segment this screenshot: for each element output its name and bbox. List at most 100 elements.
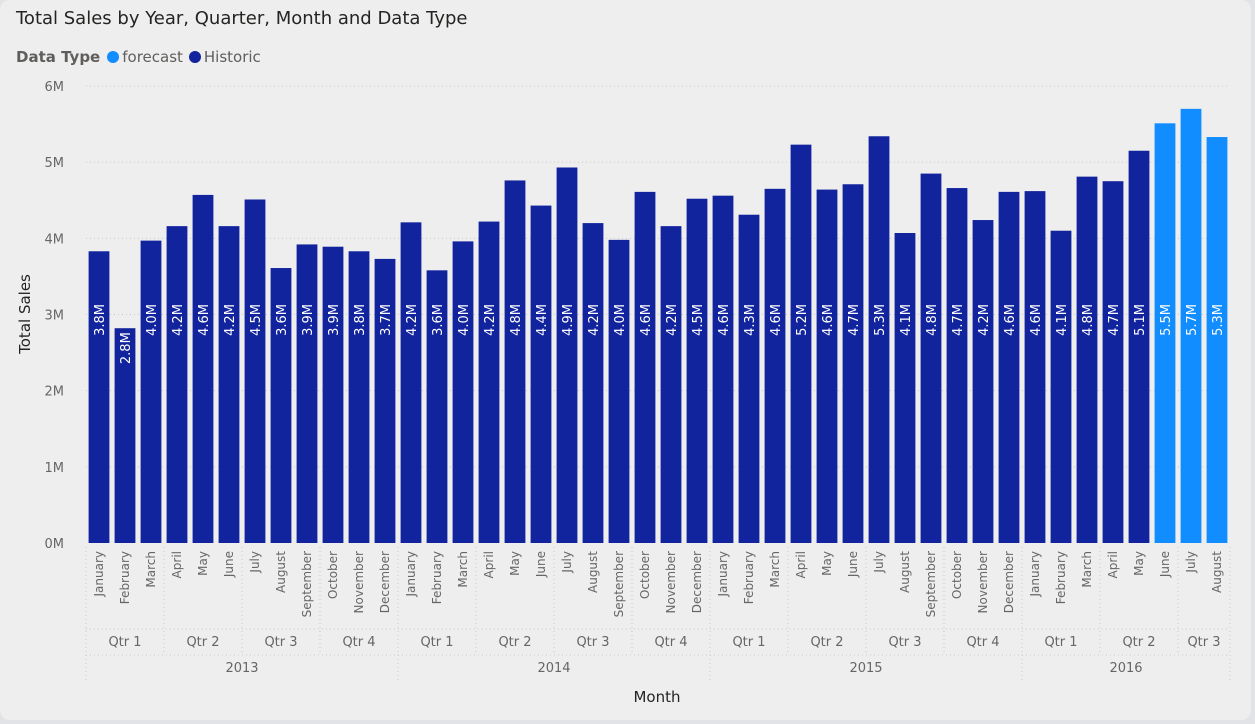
bar[interactable] bbox=[478, 221, 500, 543]
bar[interactable] bbox=[400, 222, 422, 544]
legend-label-forecast: forecast bbox=[122, 48, 183, 66]
x-tick-label: July bbox=[872, 551, 886, 574]
x-tick-label: August bbox=[898, 551, 912, 593]
bar[interactable] bbox=[790, 144, 812, 544]
quarter-label: Qtr 2 bbox=[1122, 635, 1155, 650]
data-label: 4.6M bbox=[197, 304, 212, 336]
x-tick-label: November bbox=[664, 551, 678, 613]
bar[interactable] bbox=[114, 328, 136, 543]
y-tick-label: 3M bbox=[45, 309, 65, 324]
legend-item-forecast[interactable]: forecast bbox=[107, 48, 183, 66]
x-tick-label: August bbox=[274, 551, 288, 593]
bar[interactable] bbox=[764, 188, 786, 543]
bar[interactable] bbox=[868, 136, 890, 543]
x-tick-label: June bbox=[222, 551, 236, 578]
bar[interactable] bbox=[374, 258, 396, 543]
quarter-label: Qtr 1 bbox=[1044, 635, 1077, 650]
data-label: 3.9M bbox=[301, 304, 316, 336]
bar[interactable] bbox=[452, 241, 474, 543]
bar[interactable] bbox=[192, 194, 214, 543]
bar[interactable] bbox=[972, 220, 994, 543]
quarter-label: Qtr 3 bbox=[1187, 635, 1220, 650]
bar[interactable] bbox=[634, 191, 656, 543]
x-tick-label: November bbox=[976, 551, 990, 613]
bar[interactable] bbox=[270, 268, 292, 543]
y-tick-label: 5M bbox=[45, 156, 65, 171]
bar[interactable] bbox=[1050, 230, 1072, 543]
bar[interactable] bbox=[842, 184, 864, 543]
data-label: 4.6M bbox=[821, 304, 836, 336]
data-label: 4.8M bbox=[1081, 304, 1096, 336]
bar[interactable] bbox=[504, 180, 526, 544]
x-tick-label: November bbox=[352, 551, 366, 613]
bar[interactable] bbox=[608, 239, 630, 543]
y-tick-label: 4M bbox=[45, 232, 65, 247]
bar[interactable] bbox=[530, 205, 552, 543]
bar[interactable] bbox=[1206, 137, 1228, 543]
data-label: 3.7M bbox=[379, 304, 394, 336]
data-label: 4.0M bbox=[457, 304, 472, 336]
x-tick-label: October bbox=[950, 551, 964, 599]
bar[interactable] bbox=[296, 244, 318, 543]
bar[interactable] bbox=[816, 189, 838, 543]
bar[interactable] bbox=[348, 251, 370, 543]
x-tick-label: August bbox=[586, 551, 600, 593]
x-tick-label: February bbox=[1054, 551, 1068, 604]
data-label: 4.1M bbox=[1055, 304, 1070, 336]
quarter-label: Qtr 3 bbox=[576, 635, 609, 650]
x-tick-label: October bbox=[326, 551, 340, 599]
gridlines bbox=[86, 85, 1230, 468]
bar[interactable] bbox=[920, 173, 942, 543]
bar[interactable] bbox=[582, 223, 604, 543]
x-tick-label: September bbox=[300, 551, 314, 617]
bar[interactable] bbox=[426, 270, 448, 543]
bar[interactable] bbox=[1154, 123, 1176, 544]
bar[interactable] bbox=[1128, 150, 1150, 543]
x-tick-label: January bbox=[716, 551, 730, 598]
bar[interactable] bbox=[218, 226, 240, 543]
x-tick-label: May bbox=[508, 551, 522, 576]
legend-label-historic: Historic bbox=[203, 48, 261, 66]
x-tick-label: February bbox=[742, 551, 756, 604]
bar[interactable] bbox=[946, 188, 968, 543]
data-label: 3.6M bbox=[431, 304, 446, 336]
x-tick-label: March bbox=[144, 551, 158, 588]
x-tick-label: April bbox=[170, 551, 184, 578]
quarter-label: Qtr 1 bbox=[108, 635, 141, 650]
quarter-label: Qtr 4 bbox=[966, 635, 999, 650]
bar[interactable] bbox=[556, 167, 578, 543]
quarter-label: Qtr 3 bbox=[888, 635, 921, 650]
data-label: 4.9M bbox=[561, 304, 576, 336]
x-tick-label: April bbox=[482, 551, 496, 578]
bar[interactable] bbox=[88, 251, 110, 543]
x-tick-label: December bbox=[690, 551, 704, 613]
data-label: 4.5M bbox=[691, 304, 706, 336]
data-label: 3.8M bbox=[353, 304, 368, 336]
bar[interactable] bbox=[686, 198, 708, 543]
data-label: 4.6M bbox=[717, 304, 732, 336]
x-tick-label: April bbox=[1106, 551, 1120, 578]
bar[interactable] bbox=[322, 246, 344, 543]
x-tick-label: July bbox=[560, 551, 574, 574]
data-label: 4.6M bbox=[769, 304, 784, 336]
x-tick-label: December bbox=[1002, 551, 1016, 613]
data-label: 4.6M bbox=[1029, 304, 1044, 336]
legend-item-historic[interactable]: Historic bbox=[188, 48, 261, 66]
bar[interactable] bbox=[1180, 108, 1202, 543]
data-label: 5.2M bbox=[795, 304, 810, 336]
bar[interactable] bbox=[140, 240, 162, 543]
bar[interactable] bbox=[998, 191, 1020, 543]
bar[interactable] bbox=[894, 233, 916, 544]
data-label: 4.1M bbox=[899, 304, 914, 336]
year-label: 2014 bbox=[537, 661, 570, 676]
bar[interactable] bbox=[738, 214, 760, 543]
bar[interactable] bbox=[1076, 176, 1098, 543]
x-tick-label: March bbox=[456, 551, 470, 588]
bar[interactable] bbox=[712, 195, 734, 543]
bar[interactable] bbox=[1024, 191, 1046, 544]
bar[interactable] bbox=[1102, 181, 1124, 544]
bar[interactable] bbox=[660, 226, 682, 543]
bar[interactable] bbox=[244, 199, 266, 543]
bar[interactable] bbox=[166, 226, 188, 543]
data-label: 3.9M bbox=[327, 304, 342, 336]
